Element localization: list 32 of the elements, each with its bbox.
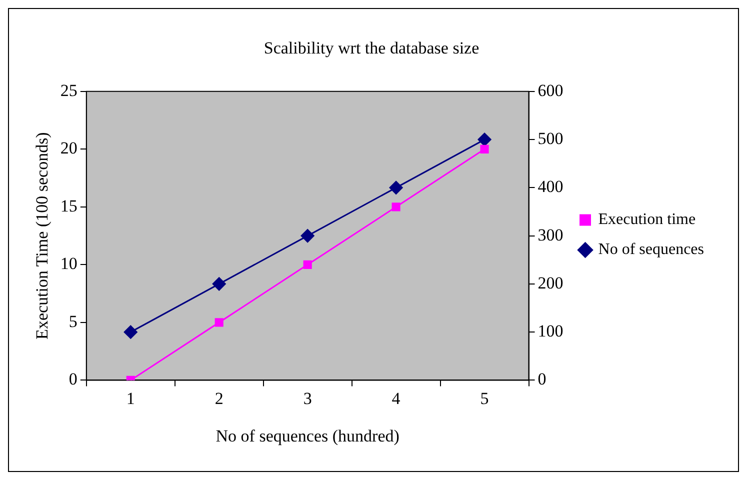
y2-tick-label: 0 [538,370,546,389]
point [212,277,226,291]
y2-tick-label: 300 [538,225,564,244]
legend-label: Execution time [598,211,696,228]
legend-label: No of sequences [598,241,704,258]
y-tick-label: 10 [60,254,78,274]
y-tick-label: 20 [60,138,78,158]
point [124,325,138,339]
y-tick-label: 15 [60,196,78,216]
x-tick-label: 2 [214,388,224,408]
x-tick-label: 3 [303,388,312,408]
y2-tick-label: 400 [538,177,564,196]
chart-title: Scalibility wrt the database size [264,38,480,58]
y-tick-label: 0 [68,370,78,389]
x-tick-label: 5 [480,388,489,408]
x-tick-label: 1 [126,388,135,408]
point [303,260,312,269]
x-tick-label: 4 [392,388,401,408]
point [214,318,224,327]
point [478,132,492,146]
point [392,202,400,212]
point [480,144,489,154]
x-axis-title: No of sequences (hundred) [216,426,400,446]
y2-tick-label: 200 [538,273,564,292]
y-tick-label: 5 [68,312,78,331]
y-axis-title: Execution Time (100 seconds) [32,132,52,340]
y2-tick-label: 100 [538,322,564,341]
point [389,180,403,194]
point [300,229,314,243]
y2-tick-label: 600 [538,80,564,100]
y2-tick-label: 500 [538,129,564,148]
y-tick-label: 25 [60,80,78,100]
